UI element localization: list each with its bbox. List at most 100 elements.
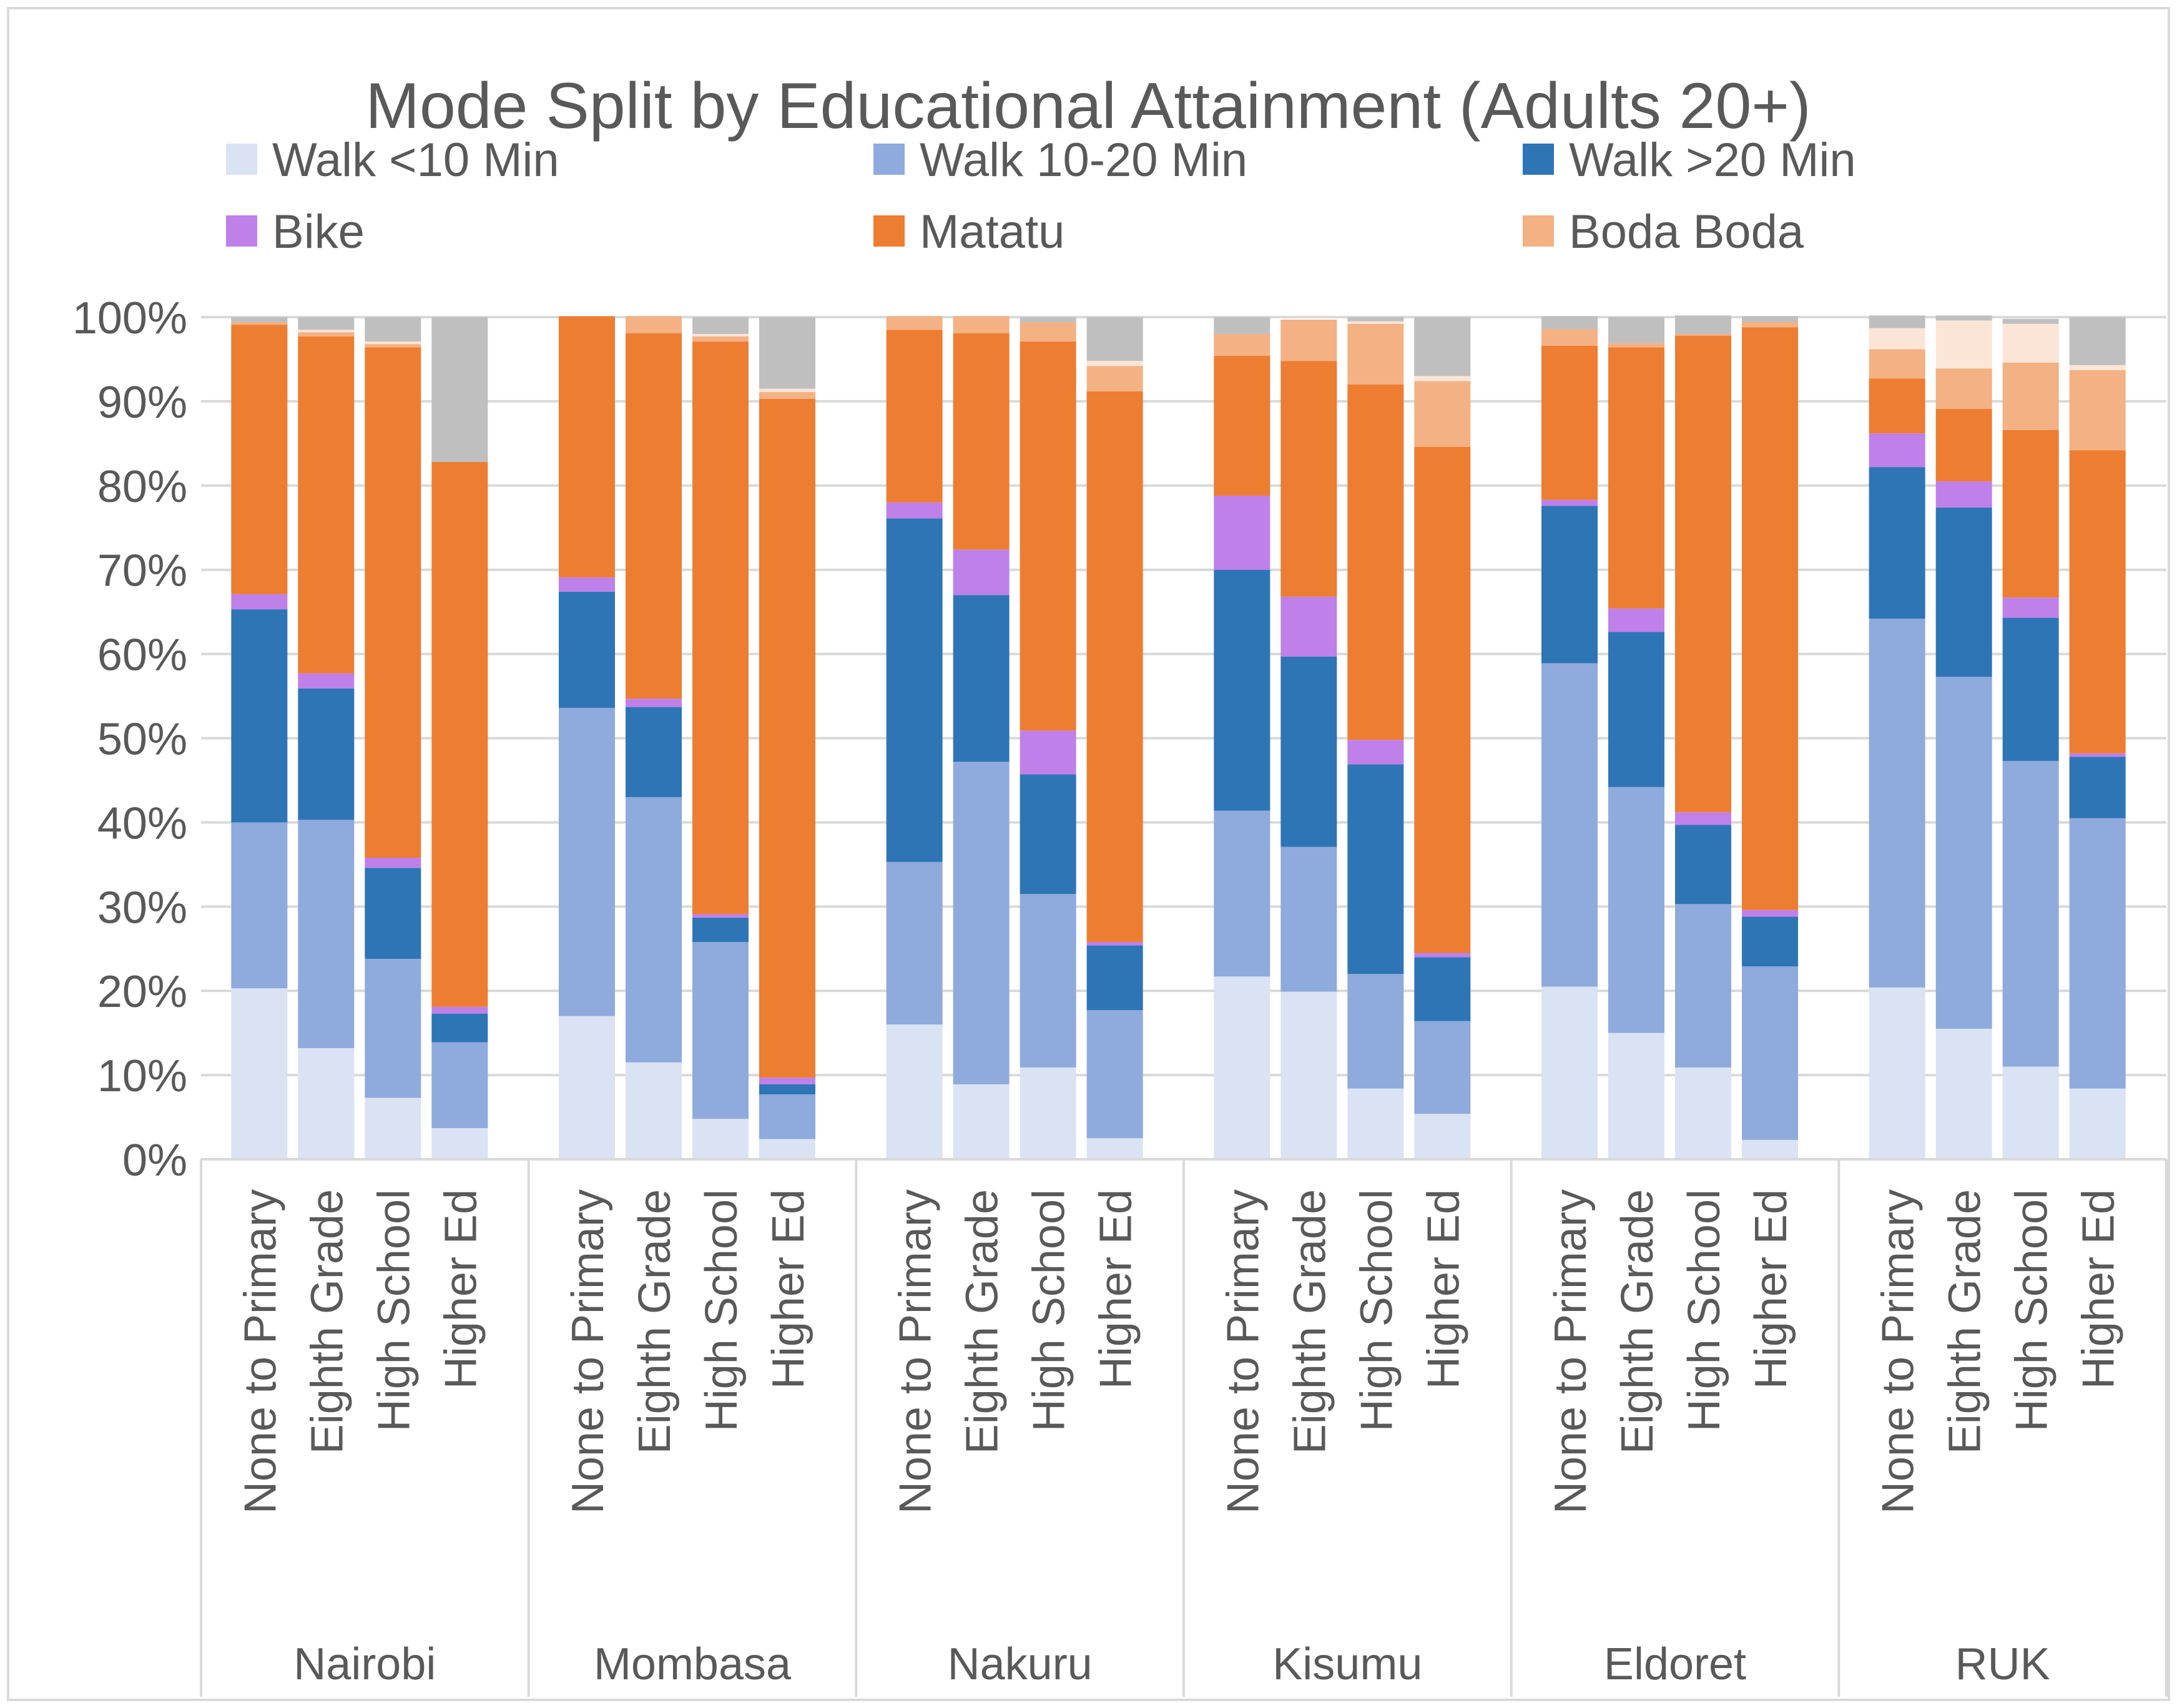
bar-segment-ruk-none-to-primary-matatu [1869, 378, 1925, 434]
bar-segment-mombasa-high-school-walk-10-20-min [692, 941, 749, 1119]
bar-segment-mombasa-higher-ed-boda-boda [759, 392, 815, 399]
legend-item-walk-10-min: Walk <10 Min [226, 134, 559, 187]
bar-segment-kisumu-high-school-boda-boda [1347, 323, 1404, 385]
legend-label-boda-boda: Boda Boda [1569, 205, 1804, 258]
category-label-high-school: High School [697, 1189, 747, 1431]
category-label-eighth-grade: Eighth Grade [302, 1189, 352, 1454]
bar-segment-kisumu-higher-ed-other-unlabeled [1414, 317, 1471, 376]
bar-segment-eldoret-none-to-primary-walk-10-min [1541, 986, 1598, 1159]
bar-segment-eldoret-eighth-grade-other-unlabeled [1608, 317, 1664, 343]
bar-segment-nakuru-none-to-primary-walk-20-min [886, 518, 943, 862]
category-label-none-to-primary: None to Primary [1218, 1189, 1268, 1514]
bar-segment-nairobi-higher-ed-matatu [431, 462, 488, 1007]
bar-segment-mombasa-higher-ed-walk-10-20-min [759, 1094, 815, 1139]
bar-segment-nairobi-higher-ed-walk-10-20-min [431, 1042, 488, 1129]
bar-segment-ruk-higher-ed-other-unlabeled [2069, 365, 2126, 370]
category-label-high-school: High School [369, 1189, 419, 1431]
bar-segment-mombasa-eighth-grade-matatu [626, 333, 682, 699]
bar-segment-nakuru-higher-ed-bike [1086, 941, 1143, 946]
bar-segment-eldoret-eighth-grade-walk-20-min [1608, 632, 1664, 787]
bar-segment-kisumu-higher-ed-matatu [1414, 446, 1471, 953]
bar-segment-eldoret-high-school-walk-10-20-min [1675, 904, 1731, 1068]
bar-segment-nairobi-higher-ed-walk-20-min [431, 1013, 488, 1043]
bar-segment-eldoret-high-school-walk-10-min [1675, 1067, 1731, 1159]
bar-segment-kisumu-high-school-matatu [1347, 384, 1404, 740]
bar-segment-nairobi-none-to-primary-boda-boda [231, 322, 288, 325]
bar-segment-mombasa-none-to-primary-bike [559, 577, 615, 592]
bar-segment-mombasa-high-school-boda-boda [692, 336, 749, 342]
category-label-higher-ed: Higher Ed [436, 1189, 486, 1389]
y-tick-label: 0% [122, 1136, 187, 1185]
category-label-higher-ed: Higher Ed [1418, 1189, 1468, 1389]
bar-segment-eldoret-higher-ed-bike [1742, 910, 1798, 917]
category-label-higher-ed: Higher Ed [1746, 1189, 1796, 1389]
legend-item-bike: Bike [226, 205, 365, 258]
bar-segment-mombasa-higher-ed-walk-10-min [759, 1139, 815, 1159]
bar-segment-nairobi-eighth-grade-walk-20-min [298, 688, 355, 820]
legend-item-walk-10-20-min: Walk 10-20 Min [873, 134, 1247, 187]
bar-segment-nairobi-high-school-other-unlabeled [365, 341, 421, 345]
bar-segment-kisumu-higher-ed-bike [1414, 953, 1471, 958]
y-tick-label: 20% [97, 967, 187, 1017]
bar-segment-ruk-none-to-primary-bike [1869, 433, 1925, 468]
bar-segment-ruk-eighth-grade-boda-boda [1935, 368, 1992, 410]
bar-segment-kisumu-none-to-primary-bike [1214, 495, 1270, 570]
y-tick-label: 100% [72, 293, 187, 343]
bar-segment-eldoret-none-to-primary-walk-10-20-min [1541, 663, 1598, 987]
bar-segment-kisumu-none-to-primary-matatu [1214, 356, 1270, 496]
category-label-eighth-grade: Eighth Grade [1613, 1189, 1663, 1454]
bar-segment-eldoret-none-to-primary-matatu [1541, 345, 1598, 500]
legend-swatch-bike [226, 215, 257, 247]
bar-segment-ruk-higher-ed-boda-boda [2069, 370, 2126, 451]
bar-segment-ruk-eighth-grade-other-unlabeled [1935, 320, 1992, 369]
bar-segment-ruk-high-school-other-unlabeled [2002, 318, 2059, 324]
bar-segment-mombasa-higher-ed-matatu [759, 398, 815, 1078]
bar-segment-eldoret-higher-ed-walk-20-min [1742, 916, 1798, 967]
bar-segment-ruk-higher-ed-walk-10-min [2069, 1088, 2126, 1159]
bar-segment-mombasa-eighth-grade-boda-boda [626, 316, 682, 333]
bar-segment-eldoret-higher-ed-matatu [1742, 327, 1798, 910]
bar-segment-kisumu-none-to-primary-boda-boda [1214, 333, 1270, 356]
category-label-eighth-grade: Eighth Grade [1940, 1189, 1990, 1454]
bar-segment-nakuru-higher-ed-walk-20-min [1086, 945, 1143, 1011]
bar-segment-nakuru-high-school-walk-10-min [1020, 1067, 1076, 1159]
bar-segment-ruk-high-school-bike [2002, 597, 2059, 618]
bar-segment-nairobi-higher-ed-bike [431, 1006, 488, 1014]
y-tick-label: 80% [97, 462, 187, 512]
bar-segment-kisumu-high-school-walk-10-20-min [1347, 974, 1404, 1089]
x-axis: None to Primary Eighth Grade High School Hi… [200, 1158, 2168, 1697]
bar-segment-nairobi-higher-ed-walk-10-min [431, 1128, 488, 1159]
bar-segment-kisumu-eighth-grade-matatu [1280, 361, 1337, 597]
bar-segment-mombasa-high-school-other-unlabeled [692, 333, 749, 337]
bar-segment-eldoret-eighth-grade-walk-10-min [1608, 1033, 1664, 1159]
bar-segment-nakuru-high-school-walk-20-min [1020, 774, 1076, 895]
bar-segment-mombasa-eighth-grade-walk-20-min [626, 707, 682, 797]
bar-segment-nairobi-none-to-primary-walk-10-20-min [231, 822, 288, 989]
bar-segment-nairobi-eighth-grade-bike [298, 673, 355, 689]
bar-segment-eldoret-high-school-walk-20-min [1675, 825, 1731, 905]
bar-segment-eldoret-eighth-grade-walk-10-20-min [1608, 787, 1664, 1033]
bar-segment-nairobi-eighth-grade-other-unlabeled [298, 317, 355, 330]
group-label-kisumu: Kisumu [1272, 1639, 1422, 1689]
bar-segment-ruk-none-to-primary-boda-boda [1869, 349, 1925, 379]
legend-item-matatu: Matatu [873, 205, 1064, 258]
y-tick-label: 70% [97, 546, 187, 596]
chart-title: Mode Split by Educational Attainment (Ad… [365, 70, 1811, 142]
bar-segment-mombasa-high-school-matatu [692, 341, 749, 915]
bar-segment-mombasa-eighth-grade-bike [626, 699, 682, 707]
bar-segment-nakuru-eighth-grade-walk-20-min [953, 595, 1010, 762]
bar-segment-eldoret-higher-ed-boda-boda [1742, 322, 1798, 328]
y-tick-label: 60% [97, 631, 187, 680]
bar-segment-nakuru-higher-ed-walk-10-min [1086, 1138, 1143, 1159]
bar-segment-kisumu-high-school-other-unlabeled [1347, 317, 1404, 321]
bar-segment-eldoret-higher-ed-walk-10-min [1742, 1139, 1798, 1159]
group-label-mombasa: Mombasa [594, 1639, 792, 1689]
bar-segment-ruk-none-to-primary-walk-10-min [1869, 987, 1925, 1159]
group-label-eldoret: Eldoret [1604, 1639, 1746, 1689]
bar-segment-nairobi-high-school-other-unlabeled [365, 317, 421, 342]
bar-segment-nairobi-higher-ed-other-unlabeled [431, 317, 488, 463]
bar-segment-mombasa-none-to-primary-walk-20-min [559, 591, 615, 708]
category-label-high-school: High School [2007, 1189, 2057, 1431]
legend-label-walk-10-20-min: Walk 10-20 Min [920, 134, 1247, 187]
